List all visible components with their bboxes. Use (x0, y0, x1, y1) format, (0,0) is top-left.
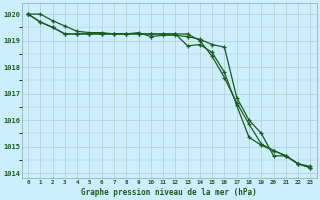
X-axis label: Graphe pression niveau de la mer (hPa): Graphe pression niveau de la mer (hPa) (81, 188, 257, 197)
